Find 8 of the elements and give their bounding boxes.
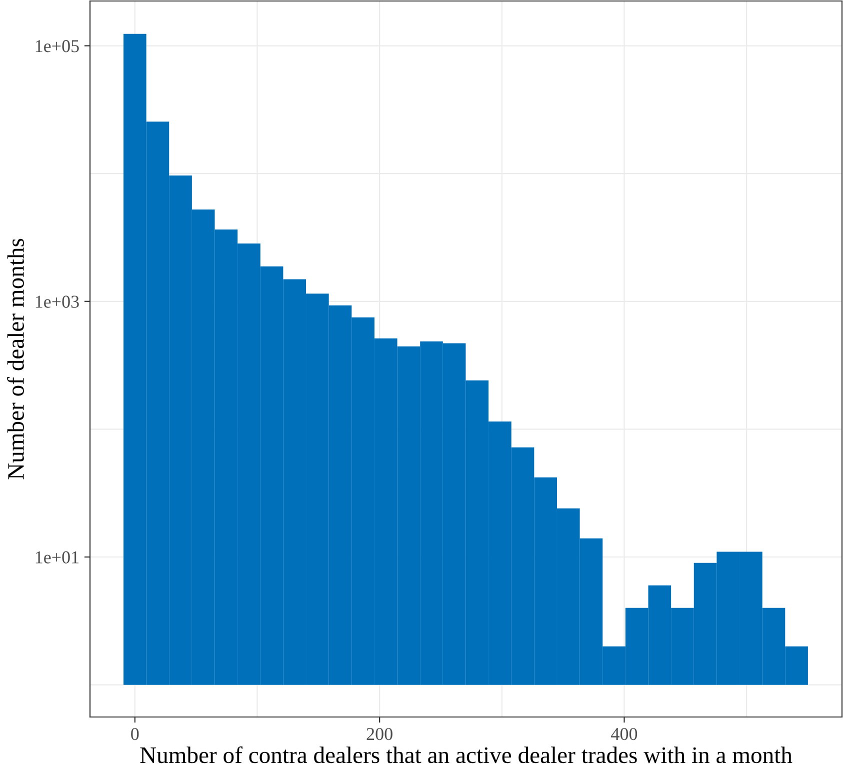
x-tick-label: 400 xyxy=(611,728,638,740)
y-tick-label: 1e+03 xyxy=(36,296,79,308)
y-axis-title: Number of dealer months xyxy=(7,238,24,480)
y-tick-label: 1e+01 xyxy=(36,551,78,564)
x-axis-title: Number of contra dealers that an active dealer trades with in a month xyxy=(140,746,792,764)
y-tick-label: 1e+05 xyxy=(36,40,79,52)
x-tick-label: 200 xyxy=(366,728,392,740)
x-tick-label: 0 xyxy=(131,728,139,740)
